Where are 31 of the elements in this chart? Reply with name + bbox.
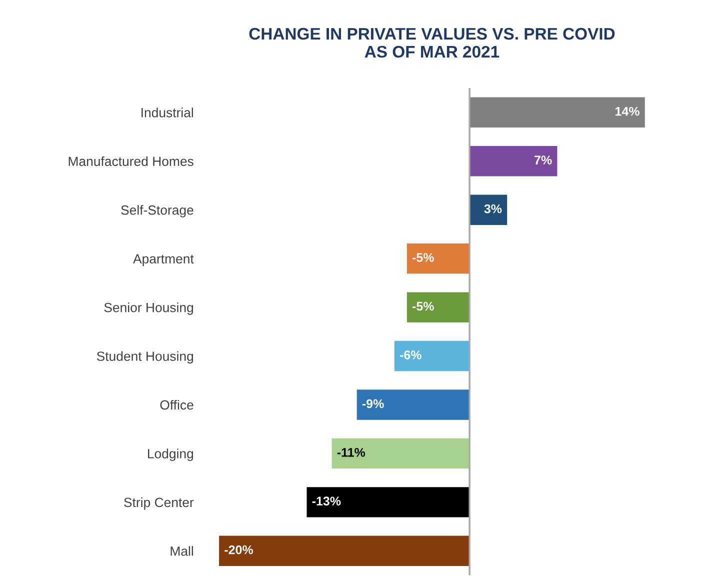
data-label: 3% [484, 204, 502, 214]
bar [470, 146, 558, 176]
bar [394, 340, 470, 372]
bar [306, 487, 470, 518]
data-label: 14% [616, 106, 640, 116]
y-tick-label: Industrial [142, 108, 193, 118]
y-tick-label: Lodging [148, 448, 194, 461]
data-label: -5% [412, 302, 434, 311]
bar [356, 390, 470, 420]
bar [332, 438, 470, 469]
y-tick-label: Senior Housing [104, 302, 194, 315]
data-label: -9% [362, 399, 384, 408]
data-label: 7% [534, 156, 552, 164]
bar [406, 292, 470, 322]
bar [406, 243, 470, 274]
y-tick-label: Manufactured Homes [68, 156, 194, 166]
chart-title: CHANGE IN PRIVATE VALUES VS. PRE COVID AS OF MAR 2021 [249, 28, 615, 58]
bar [219, 536, 470, 566]
data-label: -13% [312, 496, 341, 506]
bar [470, 97, 645, 128]
bar [470, 194, 508, 225]
data-label: -5% [412, 253, 434, 262]
y-tick-label: Office [160, 400, 194, 410]
data-label: -11% [337, 448, 366, 457]
y-tick-label: Apartment [133, 254, 194, 266]
y-tick-label: Strip Center [124, 497, 194, 510]
data-label: -6% [400, 350, 422, 360]
y-tick-label: Self-Storage [121, 205, 194, 218]
y-tick-label: Mall [170, 546, 193, 556]
data-label: -20% [224, 545, 254, 554]
y-tick-label: Student Housing [96, 351, 194, 364]
